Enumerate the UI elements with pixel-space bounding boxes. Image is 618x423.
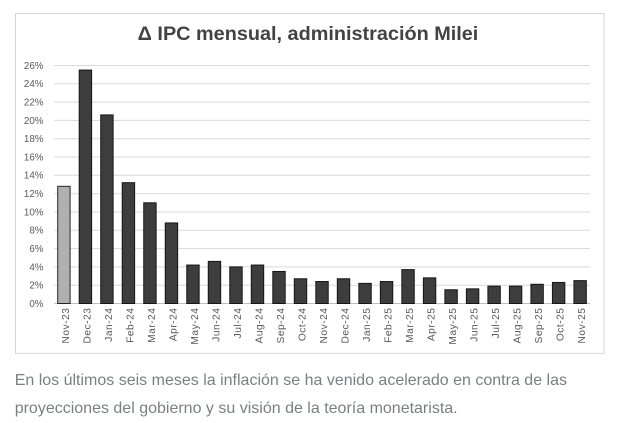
svg-text:Aug-24: Aug-24 xyxy=(255,308,266,344)
svg-text:Jul-25: Jul-25 xyxy=(491,308,502,339)
svg-text:Dec-23: Dec-23 xyxy=(83,308,94,344)
svg-text:Mar-24: Mar-24 xyxy=(147,308,158,343)
svg-text:12%: 12% xyxy=(24,189,44,200)
svg-text:Nov-25: Nov-25 xyxy=(577,308,588,344)
svg-text:22%: 22% xyxy=(24,98,44,109)
svg-text:8%: 8% xyxy=(29,226,43,237)
svg-text:Oct-24: Oct-24 xyxy=(298,308,309,342)
svg-text:Jun-24: Jun-24 xyxy=(212,308,223,342)
svg-text:Nov-24: Nov-24 xyxy=(319,308,330,344)
svg-text:4%: 4% xyxy=(29,262,43,273)
svg-text:Sep-25: Sep-25 xyxy=(534,308,545,344)
svg-text:14%: 14% xyxy=(24,171,44,182)
svg-text:Nov-23: Nov-23 xyxy=(61,308,72,344)
svg-text:0%: 0% xyxy=(29,299,43,310)
svg-text:May-24: May-24 xyxy=(190,308,201,345)
svg-text:Apr-25: Apr-25 xyxy=(427,308,438,342)
svg-text:26%: 26% xyxy=(24,61,44,72)
svg-text:Oct-25: Oct-25 xyxy=(556,308,567,342)
svg-text:Mar-25: Mar-25 xyxy=(405,308,416,343)
svg-text:Aug-25: Aug-25 xyxy=(513,308,524,344)
svg-text:18%: 18% xyxy=(24,134,44,145)
svg-text:6%: 6% xyxy=(29,244,43,255)
svg-text:Jun-25: Jun-25 xyxy=(470,308,481,342)
svg-text:Jan-25: Jan-25 xyxy=(362,308,373,342)
svg-text:Feb-25: Feb-25 xyxy=(384,308,395,343)
svg-text:2%: 2% xyxy=(29,281,43,292)
svg-text:20%: 20% xyxy=(24,116,44,127)
svg-text:Jul-24: Jul-24 xyxy=(233,308,244,339)
svg-text:24%: 24% xyxy=(24,79,44,90)
svg-text:Dec-24: Dec-24 xyxy=(341,308,352,344)
svg-text:Sep-24: Sep-24 xyxy=(276,308,287,344)
svg-text:Δ IPC mensual, administración: Δ IPC mensual, administración Milei xyxy=(138,23,479,45)
svg-text:Feb-24: Feb-24 xyxy=(126,308,137,343)
svg-text:16%: 16% xyxy=(24,152,44,163)
svg-text:May-25: May-25 xyxy=(448,308,459,345)
svg-text:10%: 10% xyxy=(24,207,44,218)
svg-text:Jan-24: Jan-24 xyxy=(104,308,115,342)
svg-text:Apr-24: Apr-24 xyxy=(169,308,180,342)
